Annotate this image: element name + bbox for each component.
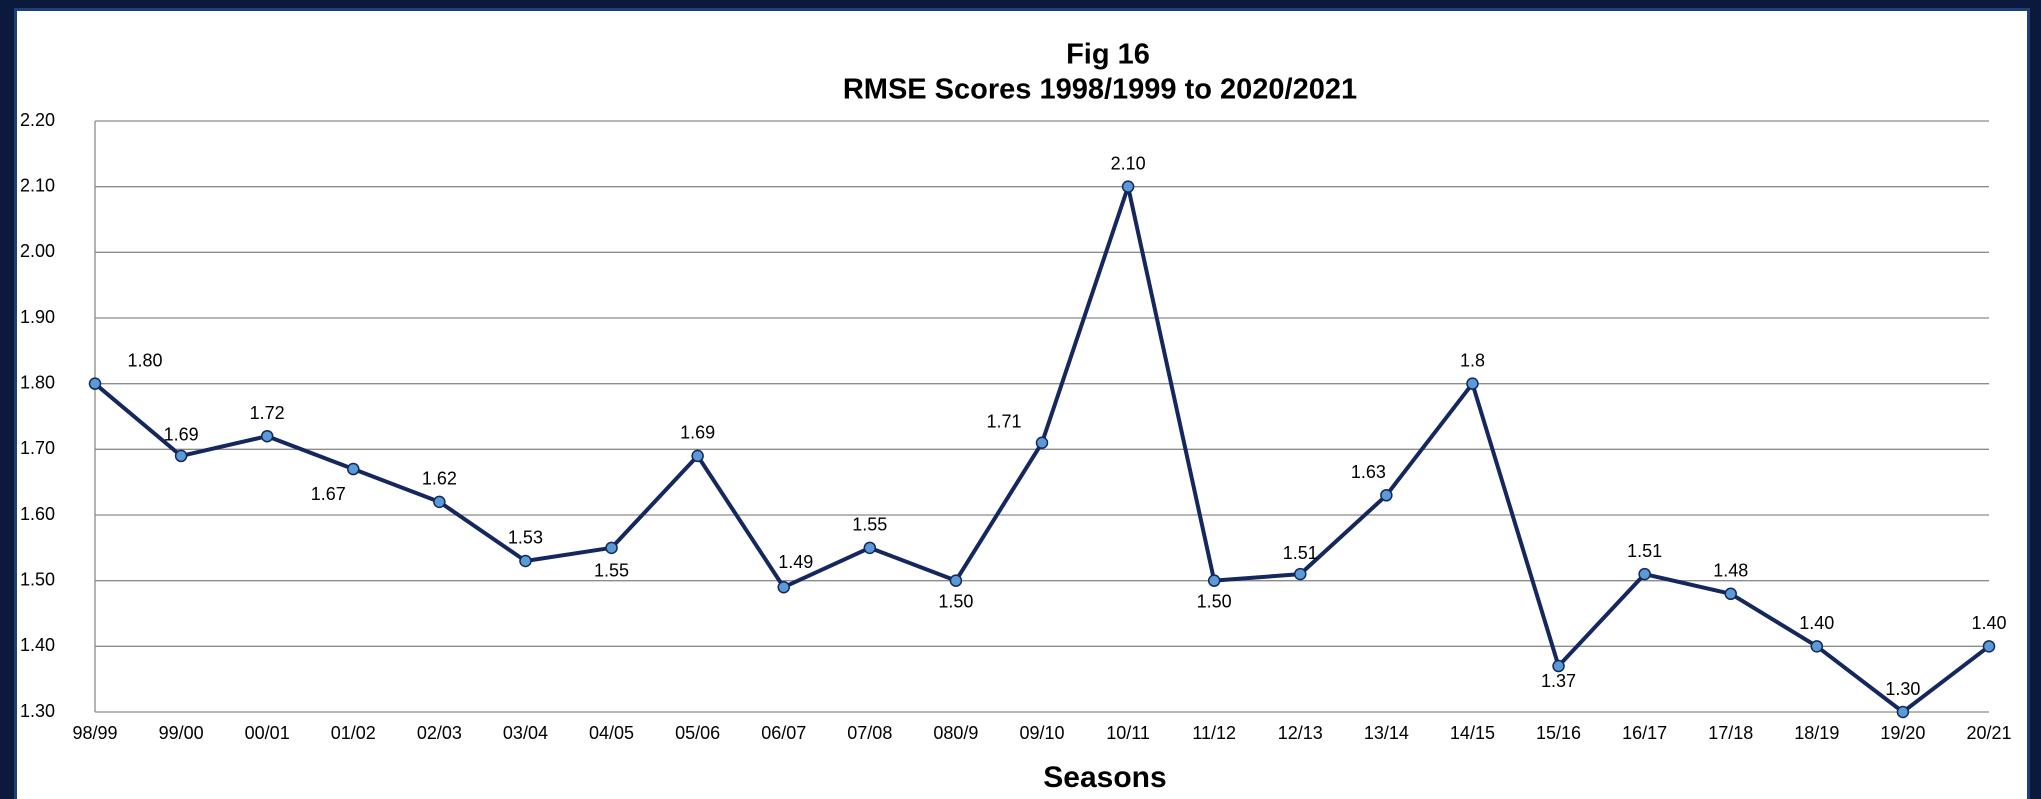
x-axis-label: Seasons	[1043, 761, 1166, 794]
x-tick-label: 13/14	[1364, 723, 1409, 743]
data-label: 1.53	[508, 528, 543, 548]
data-point	[433, 495, 446, 509]
x-tick-label: 17/18	[1708, 723, 1753, 743]
data-point	[88, 377, 102, 390]
x-tick-label: 01/02	[331, 723, 376, 743]
data-label: 1.51	[1627, 541, 1662, 561]
data-point	[949, 574, 963, 587]
data-label: 1.71	[986, 412, 1021, 432]
x-tick-label: 03/04	[503, 723, 548, 743]
data-label: 1.50	[1197, 591, 1232, 611]
y-tick-label: 2.20	[20, 110, 55, 130]
x-tick-label: 07/08	[847, 723, 892, 743]
data-point	[347, 462, 360, 476]
data-label: 1.72	[250, 403, 285, 423]
data-label: 1.80	[127, 350, 162, 370]
data-label: 1.37	[1541, 671, 1576, 691]
y-tick-label: 1.60	[20, 504, 55, 524]
x-tick-label: 02/03	[417, 723, 462, 743]
chart-title: Fig 16	[1066, 39, 1150, 71]
data-point	[691, 449, 704, 463]
data-point	[519, 554, 532, 568]
x-tick-label: 98/99	[72, 723, 117, 743]
x-tick-label: 10/11	[1106, 723, 1150, 743]
y-tick-label: 1.90	[20, 307, 55, 327]
y-tick-label: 1.40	[20, 635, 55, 655]
data-label: 1.67	[311, 484, 346, 504]
data-label: 1.69	[164, 425, 199, 445]
x-tick-label: 16/17	[1622, 723, 1667, 743]
data-point	[863, 541, 877, 555]
data-label: 2.10	[1111, 153, 1146, 173]
data-label: 1.69	[680, 423, 715, 443]
y-tick-label: 2.10	[20, 175, 55, 195]
x-tick-label: 00/01	[245, 723, 290, 743]
data-point	[1380, 489, 1393, 502]
y-tick-label: 1.80	[20, 372, 55, 392]
data-point	[1466, 377, 1479, 390]
y-tick-label: 2.00	[20, 241, 55, 261]
y-tick-label: 1.70	[20, 438, 55, 458]
data-point	[1724, 587, 1737, 601]
data-point	[1035, 436, 1049, 450]
chart-subtitle: RMSE Scores 1998/1999 to 2020/2021	[843, 74, 1357, 106]
data-label: 1.8	[1460, 350, 1485, 370]
data-label: 1.48	[1713, 561, 1748, 581]
data-label: 1.30	[1885, 679, 1920, 699]
x-tick-label: 20/21	[1966, 723, 2011, 743]
data-label: 1.63	[1351, 462, 1386, 482]
data-point	[174, 449, 188, 463]
x-tick-label: 080/9	[933, 723, 978, 743]
data-point	[260, 429, 274, 443]
data-point	[777, 580, 790, 594]
data-label: 1.51	[1283, 543, 1318, 563]
panel	[17, 11, 2027, 799]
data-point	[1982, 640, 1996, 653]
y-tick-label: 1.30	[20, 701, 55, 721]
x-tick-label: 05/06	[675, 723, 720, 743]
data-point	[1810, 640, 1824, 653]
x-tick-label: 09/10	[1019, 723, 1064, 743]
data-label: 1.49	[778, 552, 813, 572]
data-point	[1294, 567, 1307, 581]
data-label: 1.55	[852, 515, 887, 535]
data-label: 1.40	[1799, 613, 1834, 633]
y-tick-label: 1.50	[20, 569, 55, 589]
data-label: 1.40	[1971, 613, 2006, 633]
x-tick-label: 04/05	[589, 723, 634, 743]
data-label: 1.55	[594, 561, 629, 581]
x-tick-label: 18/19	[1794, 723, 1839, 743]
data-point	[1896, 705, 1910, 719]
x-tick-label: 19/20	[1880, 723, 1925, 743]
data-point	[1638, 567, 1651, 581]
data-label: 1.50	[938, 591, 973, 611]
x-tick-label: 99/00	[159, 723, 204, 743]
x-tick-label: 06/07	[761, 723, 806, 743]
x-tick-label: 11/12	[1192, 723, 1236, 743]
x-tick-label: 14/15	[1450, 723, 1495, 743]
data-point	[1552, 659, 1565, 673]
data-point	[1207, 574, 1221, 587]
data-point	[605, 541, 618, 555]
data-point	[1121, 180, 1135, 193]
data-label: 1.62	[422, 469, 457, 489]
x-tick-label: 15/16	[1536, 723, 1581, 743]
x-tick-label: 12/13	[1278, 723, 1323, 743]
